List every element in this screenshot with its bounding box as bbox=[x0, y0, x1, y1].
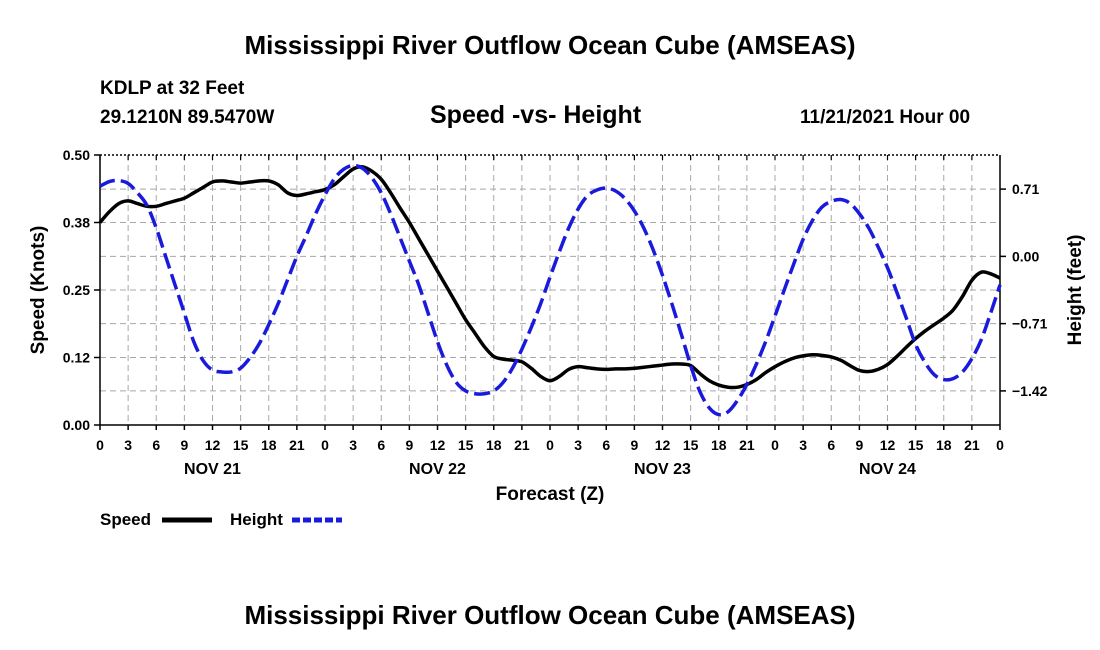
x-tick-label: 3 bbox=[349, 437, 357, 453]
x-tick-label: 6 bbox=[827, 437, 835, 453]
chart-title-bottom: Mississippi River Outflow Ocean Cube (AM… bbox=[244, 600, 856, 630]
x-tick-label: 6 bbox=[377, 437, 385, 453]
x-tick-label: 9 bbox=[630, 437, 638, 453]
x-tick-label: 18 bbox=[261, 437, 277, 453]
x-tick-label: 0 bbox=[96, 437, 104, 453]
chart-grid bbox=[100, 154, 1000, 425]
x-tick-label: 15 bbox=[458, 437, 474, 453]
y-axis-left-title: Speed (Knots) bbox=[28, 226, 49, 355]
chart-subtitle: Speed -vs- Height bbox=[430, 101, 642, 129]
x-tick-label: 6 bbox=[602, 437, 610, 453]
series-group bbox=[98, 163, 1002, 417]
y-axis-right: 0.71 0.00 −0.71 −1.42 bbox=[1000, 181, 1048, 399]
day-label: NOV 23 bbox=[634, 461, 691, 478]
y-left-tick-label: 0.00 bbox=[63, 417, 90, 433]
x-axis: 0 3 6 9 12 15 18 21 0 3 6 9 12 15 18 21 0 3 6 9 12 15 18 21 0 3 6 9… bbox=[96, 155, 1004, 478]
y-left-tick-label: 0.50 bbox=[63, 147, 90, 163]
legend-height-label: Height bbox=[230, 510, 283, 529]
series-line-speed bbox=[98, 165, 1001, 390]
x-axis-title: Forecast (Z) bbox=[496, 484, 605, 505]
y-right-tick-label: 0.71 bbox=[1012, 181, 1039, 197]
x-tick-label: 0 bbox=[546, 437, 554, 453]
x-tick-label: 12 bbox=[205, 437, 221, 453]
x-tick-label: 21 bbox=[739, 437, 755, 453]
x-tick-label: 15 bbox=[683, 437, 699, 453]
y-left-tick-label: 0.12 bbox=[63, 350, 90, 366]
x-tick-label: 21 bbox=[289, 437, 305, 453]
x-tick-label: 0 bbox=[996, 437, 1004, 453]
y-right-tick-label: −1.42 bbox=[1012, 383, 1048, 399]
x-tick-label: 3 bbox=[574, 437, 582, 453]
legend-speed-label: Speed bbox=[100, 510, 151, 529]
y-axis-left: 0.00 0.12 0.25 0.38 0.50 bbox=[63, 147, 100, 433]
x-tick-label: 18 bbox=[486, 437, 502, 453]
x-tick-label: 18 bbox=[711, 437, 727, 453]
x-tick-label: 0 bbox=[321, 437, 329, 453]
x-tick-label: 12 bbox=[655, 437, 671, 453]
x-tick-label: 21 bbox=[514, 437, 530, 453]
x-tick-label: 9 bbox=[405, 437, 413, 453]
x-tick-label: 3 bbox=[799, 437, 807, 453]
x-tick-label: 0 bbox=[771, 437, 779, 453]
x-tick-label: 15 bbox=[908, 437, 924, 453]
speed-height-chart: 0 3 6 9 12 15 18 21 0 3 6 9 12 15 18 21 0 3 6 9 12 15 18 21 0 3 6 9… bbox=[28, 147, 1086, 529]
x-tick-label: 12 bbox=[430, 437, 446, 453]
x-tick-label: 3 bbox=[124, 437, 132, 453]
x-tick-label: 12 bbox=[880, 437, 896, 453]
x-tick-label: 9 bbox=[855, 437, 863, 453]
x-tick-label: 18 bbox=[936, 437, 952, 453]
y-left-tick-label: 0.25 bbox=[63, 282, 90, 298]
x-tick-label: 9 bbox=[180, 437, 188, 453]
coordinates-label: 29.1210N 89.5470W bbox=[100, 107, 275, 128]
x-tick-label: 15 bbox=[233, 437, 249, 453]
station-label: KDLP at 32 Feet bbox=[100, 78, 245, 99]
day-label: NOV 24 bbox=[859, 461, 916, 478]
legend: Speed Height bbox=[100, 510, 342, 529]
y-left-tick-label: 0.38 bbox=[63, 215, 90, 231]
day-label: NOV 22 bbox=[409, 461, 466, 478]
y-right-tick-label: 0.00 bbox=[1012, 248, 1039, 264]
y-right-tick-label: −0.71 bbox=[1012, 316, 1048, 332]
chart-title: Mississippi River Outflow Ocean Cube (AM… bbox=[244, 30, 856, 60]
day-label: NOV 21 bbox=[184, 461, 241, 478]
y-axis-right-title: Height (feet) bbox=[1065, 235, 1086, 346]
x-tick-label: 6 bbox=[152, 437, 160, 453]
x-tick-label: 21 bbox=[964, 437, 980, 453]
datetime-label: 11/21/2021 Hour 00 bbox=[800, 107, 971, 128]
